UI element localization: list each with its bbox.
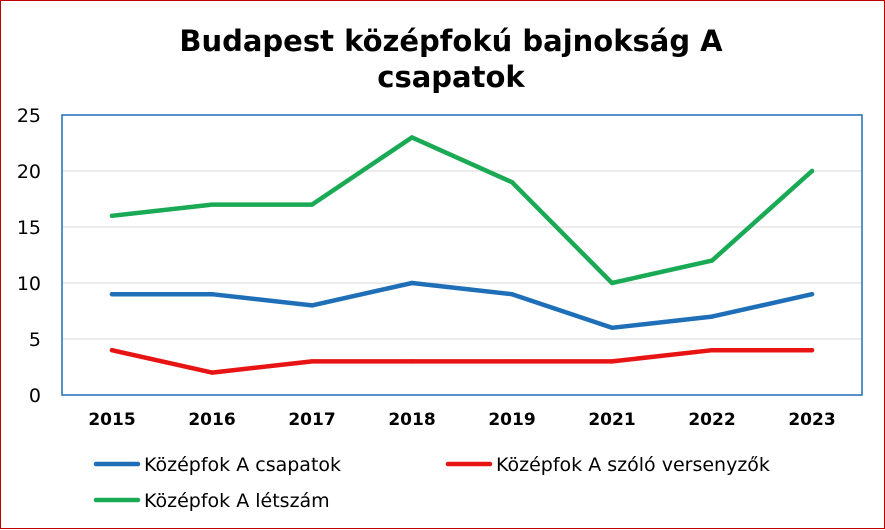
data-point [609, 280, 615, 286]
data-point [309, 359, 315, 364]
plot-area [61, 114, 863, 396]
series-line-0 [109, 280, 815, 331]
data-point [109, 292, 115, 297]
chart-title-line-1: Budapest középfokú bajnokság A [179, 24, 723, 58]
y-tick-label: 20 [17, 161, 41, 183]
y-tick-label: 15 [17, 217, 41, 239]
data-point [109, 348, 115, 353]
data-point [609, 325, 615, 330]
data-point [809, 168, 815, 174]
data-point [209, 202, 215, 207]
data-point [309, 303, 315, 308]
x-tick-label: 2022 [688, 410, 735, 430]
x-tick-label: 2019 [488, 410, 535, 430]
data-point [209, 370, 215, 375]
legend: Középfok A csapatok Középfok A szóló vers… [93, 454, 770, 512]
y-tick-label: 5 [29, 329, 41, 351]
legend-label: Középfok A szóló versenyzők [496, 454, 770, 476]
data-point [109, 213, 115, 218]
data-point [409, 280, 415, 286]
data-point [509, 359, 515, 364]
x-tick-label: 2018 [388, 410, 435, 430]
data-point [809, 292, 815, 297]
series-line-1 [109, 347, 815, 375]
legend-label: Középfok A létszám [144, 490, 330, 512]
x-tick-label: 2023 [788, 410, 835, 430]
y-axis: 0 5 10 15 20 25 [17, 105, 41, 407]
gridlines [62, 170, 862, 340]
x-tick-label: 2017 [288, 410, 335, 430]
chart-title-line-2: csapatok [377, 60, 525, 94]
data-point [409, 135, 415, 140]
x-tick-label: 2016 [188, 410, 235, 430]
series-line-2 [109, 135, 815, 286]
y-tick-label: 25 [17, 105, 41, 127]
data-point [409, 359, 415, 364]
data-point [609, 359, 615, 364]
x-tick-label: 2021 [588, 410, 635, 430]
data-point [709, 348, 715, 353]
data-point [709, 314, 715, 319]
x-axis: 2015 2016 2017 2018 2019 2021 2022 2023 [88, 410, 835, 430]
legend-label: Középfok A csapatok [144, 454, 341, 476]
x-tick-label: 2015 [88, 410, 135, 430]
data-point [209, 292, 215, 297]
data-point [309, 202, 315, 207]
y-tick-label: 0 [29, 385, 41, 407]
series-lines [109, 135, 815, 375]
data-point [809, 348, 815, 353]
data-point [509, 292, 515, 297]
data-point [509, 180, 515, 185]
data-point [709, 258, 715, 263]
y-tick-label: 10 [17, 273, 41, 295]
